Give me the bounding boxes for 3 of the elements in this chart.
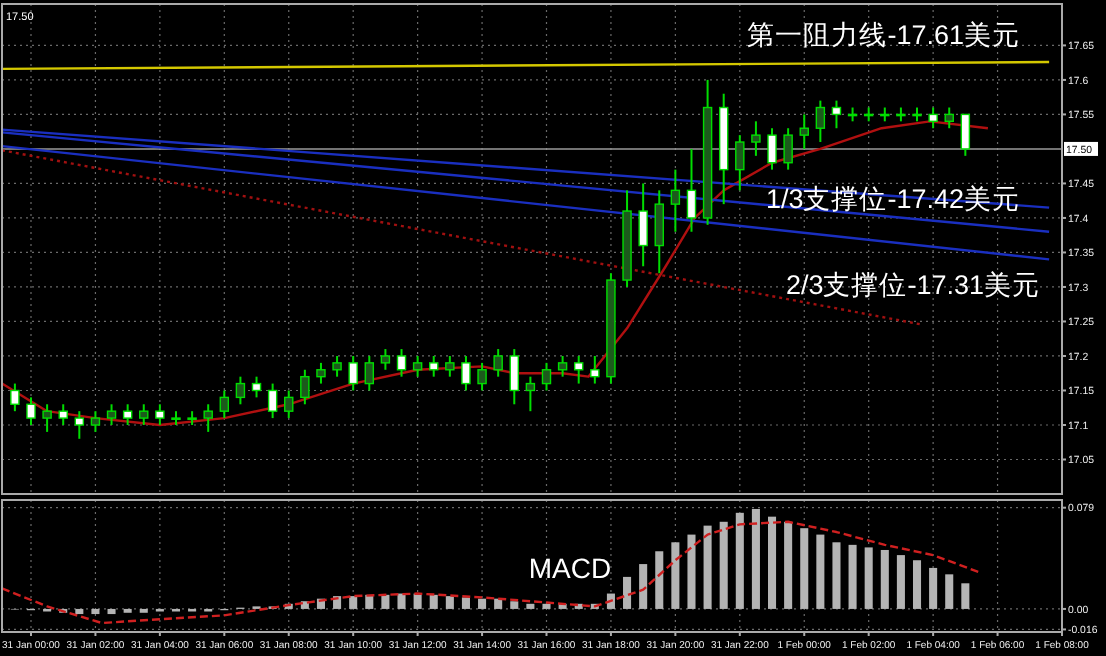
annotation: MACD	[528, 552, 612, 584]
annotation: 第一阻力线-17.61美元	[747, 20, 1020, 50]
annotation: 2/3支撑位-17.31美元	[785, 270, 1040, 300]
